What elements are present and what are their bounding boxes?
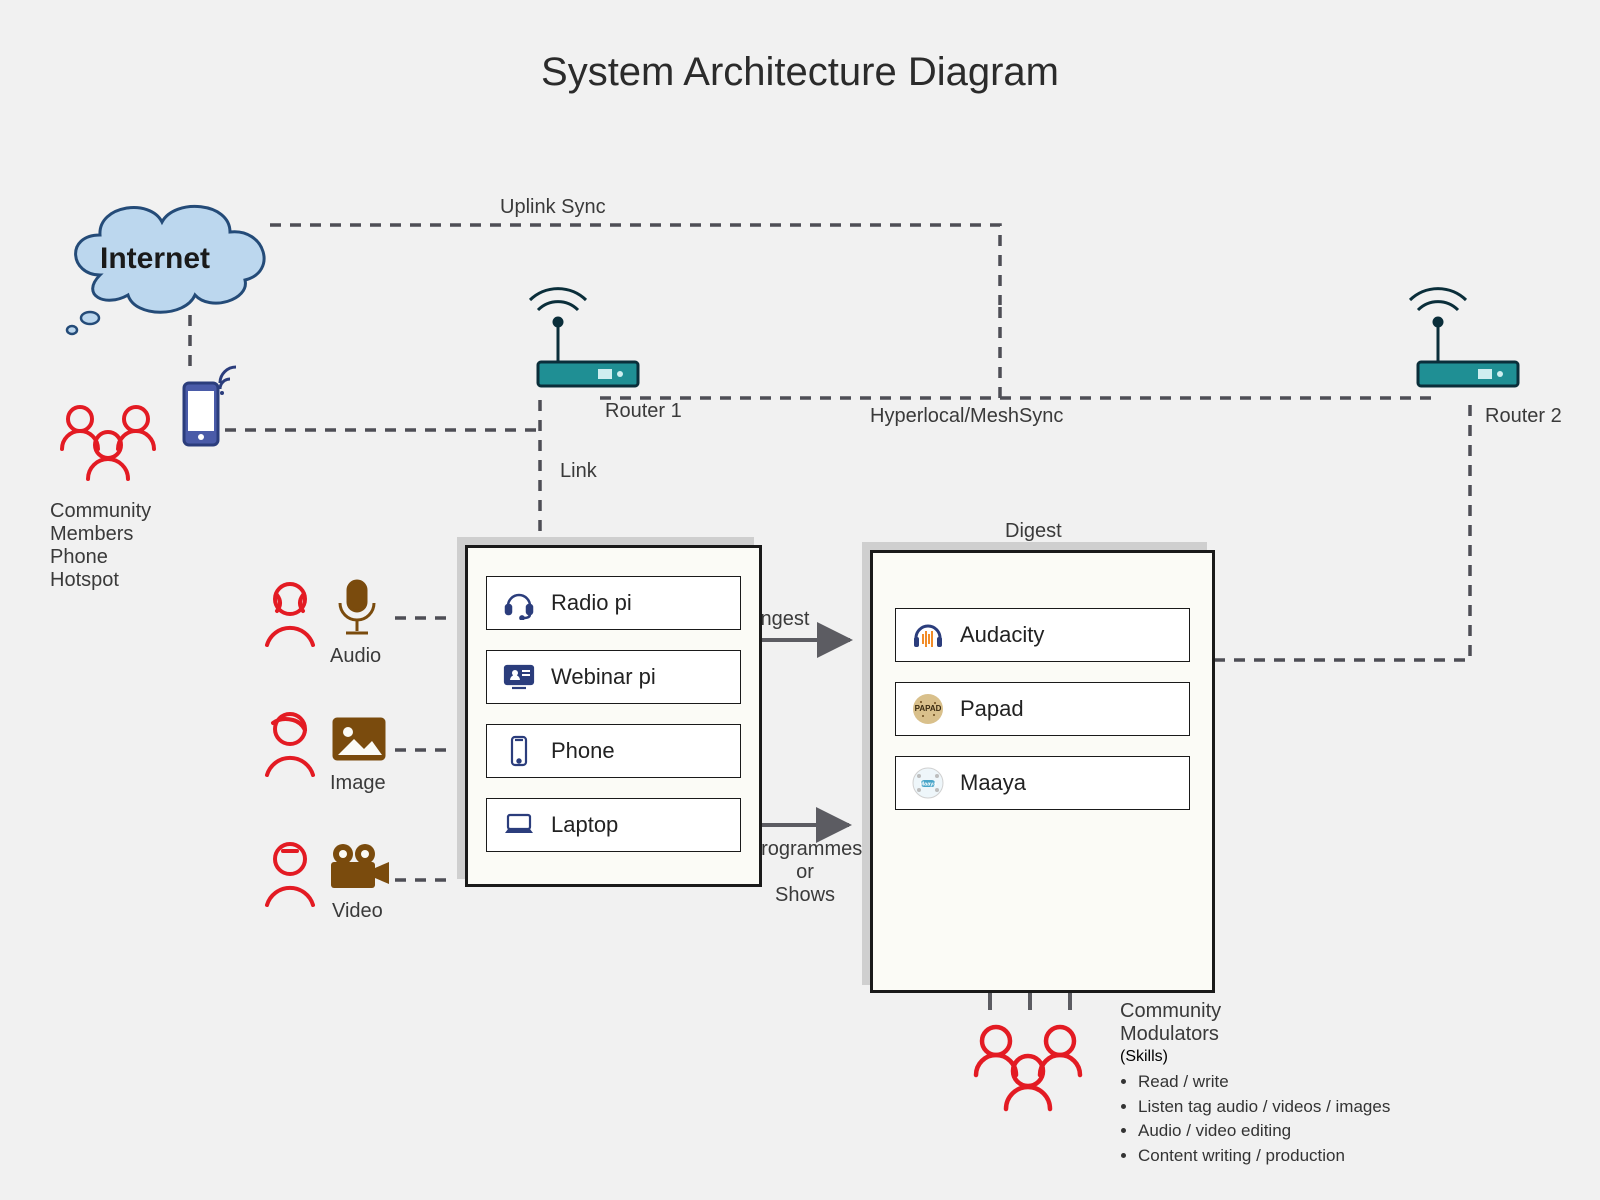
laptop-icon <box>501 807 537 843</box>
maaya-icon: Maaya <box>910 765 946 801</box>
item-maaya: Maaya Maaya <box>895 756 1190 810</box>
skill-4: Content writing / production <box>1138 1144 1500 1169</box>
papad-icon: PAPAD <box>910 691 946 727</box>
router2-label: Router 2 <box>1485 405 1562 428</box>
phone-label: Phone <box>551 738 615 764</box>
item-webinarpi: Webinar pi <box>486 650 741 704</box>
webinarpi-label: Webinar pi <box>551 664 656 690</box>
phone-icon <box>501 733 537 769</box>
programmes-line1: Programmes <box>745 838 865 861</box>
item-papad: PAPAD Papad <box>895 682 1190 736</box>
headset-icon <box>501 585 537 621</box>
router1-label: Router 1 <box>605 400 682 423</box>
hotspot-line4: Hotspot <box>50 569 151 592</box>
modulators-title: Community <box>1120 1000 1500 1023</box>
modulators-subtitle: Modulators <box>1120 1023 1500 1046</box>
papad-label: Papad <box>960 696 1024 722</box>
edge-label-mesh: Hyperlocal/MeshSync <box>870 405 1063 428</box>
digest-title: Digest <box>1005 520 1062 543</box>
edge-media-in <box>395 618 455 880</box>
phone-hotspot-icon <box>170 365 250 465</box>
webinar-icon <box>501 659 537 695</box>
svg-text:Maaya: Maaya <box>920 782 938 788</box>
radiopi-label: Radio pi <box>551 590 632 616</box>
skill-3: Audio / video editing <box>1138 1119 1500 1144</box>
community-modulators-icon <box>960 1015 1100 1125</box>
devices-panel: Radio pi Webinar pi Phone Laptop <box>465 545 762 887</box>
community-members-icon <box>50 395 170 495</box>
media-audio-label: Audio <box>330 645 381 668</box>
edge-router2-digest <box>1170 405 1470 660</box>
router2-icon <box>1400 280 1540 400</box>
svg-text:PAPAD: PAPAD <box>915 704 942 713</box>
skill-2: Listen tag audio / videos / images <box>1138 1095 1500 1120</box>
video-camera-icon <box>325 840 395 900</box>
item-radiopi: Radio pi <box>486 576 741 630</box>
hotspot-line3: Phone <box>50 546 151 569</box>
modulators-skills-label: (Skills) <box>1120 1048 1500 1066</box>
audacity-icon <box>910 617 946 653</box>
media-video-label: Video <box>332 900 383 923</box>
digest-panel: Audacity PAPAD Papad Maaya Maaya <box>870 550 1215 993</box>
edge-label-programmes: Programmes or Shows <box>745 838 865 907</box>
router1-icon <box>520 280 660 400</box>
maaya-label: Maaya <box>960 770 1026 796</box>
modulators-skills-list: Read / write Listen tag audio / videos /… <box>1120 1070 1500 1169</box>
programmes-line3: Shows <box>745 884 865 907</box>
hotspot-caption: Community Members Phone Hotspot <box>50 500 151 592</box>
audacity-label: Audacity <box>960 622 1044 648</box>
internet-cloud-label: Internet <box>100 242 210 276</box>
item-phone: Phone <box>486 724 741 778</box>
hotspot-line1: Community <box>50 500 151 523</box>
edge-label-link: Link <box>560 460 597 483</box>
item-audacity: Audacity <box>895 608 1190 662</box>
programmes-line2: or <box>745 861 865 884</box>
hotspot-line2: Members <box>50 523 151 546</box>
media-image-label: Image <box>330 772 386 795</box>
modulators-text: Community Modulators (Skills) Read / wri… <box>1120 1000 1500 1169</box>
microphone-icon <box>330 575 385 645</box>
item-laptop: Laptop <box>486 798 741 852</box>
image-icon <box>330 715 390 770</box>
laptop-label: Laptop <box>551 812 618 838</box>
edge-mesh <box>600 305 1440 398</box>
person-audio-icon <box>255 575 325 660</box>
edge-label-uplink: Uplink Sync <box>500 196 606 219</box>
person-image-icon <box>255 705 325 790</box>
edge-label-ingest: Ingest <box>755 608 809 631</box>
person-video-icon <box>255 835 325 920</box>
skill-1: Read / write <box>1138 1070 1500 1095</box>
